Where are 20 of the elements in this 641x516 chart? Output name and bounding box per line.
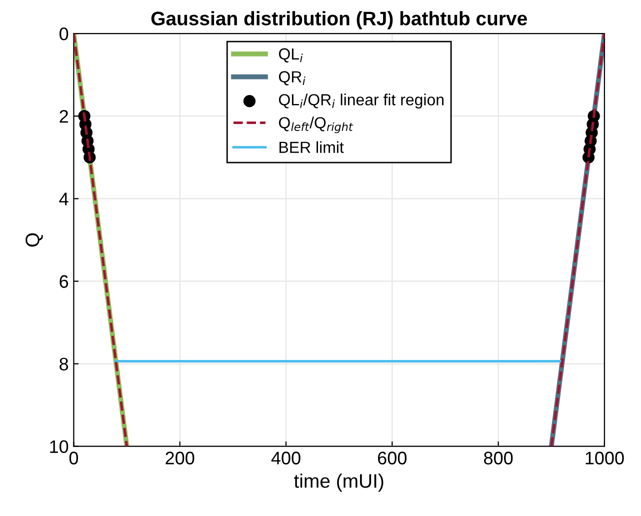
legend-label: QL$_{i}$ — [278, 48, 303, 62]
x-tick-label: 1000 — [586, 452, 624, 464]
x-tick-label: 800 — [484, 452, 513, 464]
y-tick-label: 2 — [60, 110, 68, 123]
y-tick-label: 10 — [50, 440, 68, 454]
x-tick-label: 600 — [378, 452, 407, 464]
x-tick-label: 200 — [166, 452, 194, 464]
legend-label: BER limit — [280, 141, 344, 153]
legend-label: Q$_{left}$/Q$_{right}$ — [278, 116, 354, 134]
x-tick-label: 400 — [271, 452, 300, 464]
x-axis-title: time (mUI) — [294, 474, 384, 492]
legend-label: QR$_{i}$ — [278, 71, 306, 86]
chart-title: Gaussian distribution (RJ) bathtub curve — [151, 11, 527, 30]
y-axis-title: Q — [26, 233, 43, 247]
y-tick-label: 0 — [60, 27, 68, 40]
y-tick-label: 6 — [60, 275, 68, 288]
x-tick-label: 0 — [69, 452, 78, 464]
y-tick-label: 4 — [59, 192, 68, 206]
y-tick-label: 8 — [60, 358, 68, 370]
legend-label: QL$_{i}$/QR$_{i}$ linear fit region — [278, 94, 444, 109]
